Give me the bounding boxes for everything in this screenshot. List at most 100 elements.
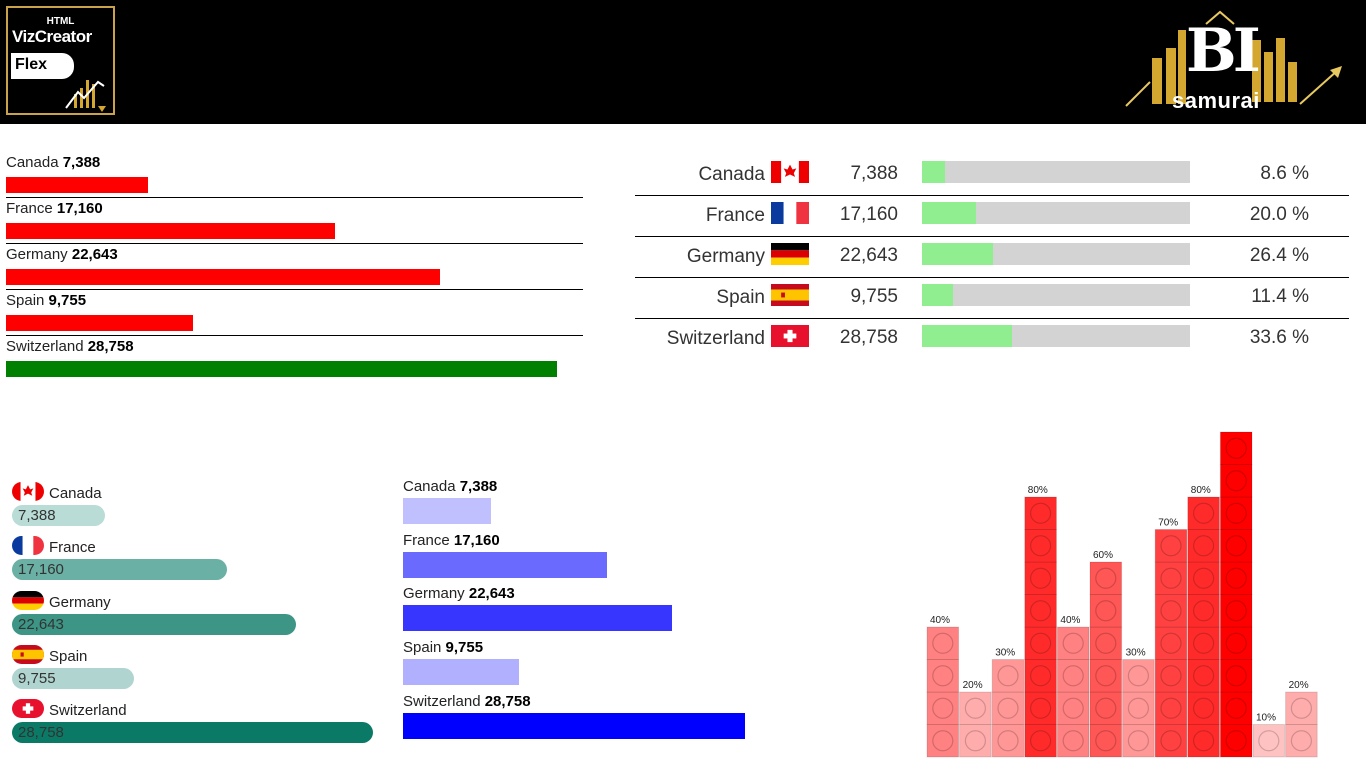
lego-stud (1160, 730, 1182, 752)
data-label: 30% (1126, 648, 1146, 659)
category-label: Germany (6, 246, 72, 263)
value-pill: 17,160 (12, 559, 228, 581)
lego-stud (1095, 730, 1117, 752)
lego-stud (1029, 730, 1052, 752)
flag (12, 699, 44, 719)
lego-stud (1225, 502, 1247, 524)
lego-stud (1193, 600, 1215, 622)
bar-label: Canada 7,388 (6, 154, 100, 171)
lego-stud (1225, 697, 1247, 719)
data-label: 80% (1028, 485, 1048, 496)
flag (12, 590, 44, 610)
percent-cell: 8.6 % (1260, 163, 1309, 184)
progress-track (922, 161, 1190, 183)
value-label: 7,388 (62, 154, 101, 171)
lego-stud (997, 730, 1019, 752)
percent-cell: 33.6 % (1249, 327, 1309, 348)
lego-column (1187, 496, 1220, 758)
lego-stud (1160, 632, 1182, 654)
flag (771, 325, 809, 347)
lego-stud (1062, 632, 1084, 654)
category-label: Spain (403, 639, 446, 657)
lego-stud (1062, 697, 1084, 719)
category-label: France (6, 200, 57, 217)
value-cell: 7,388 (850, 163, 898, 184)
bi-text: BI (1186, 16, 1261, 86)
bar-label: Spain 9,755 (403, 639, 483, 656)
progress-track (922, 202, 1190, 224)
value-pill: 9,755 (12, 667, 135, 689)
lego-stud (1062, 665, 1084, 687)
lego-stud (1160, 600, 1182, 622)
lego-stud (1193, 567, 1215, 589)
lego-stud (1127, 665, 1149, 687)
lego-stud (1225, 632, 1247, 654)
flag (771, 243, 809, 265)
country-name: Canada (698, 164, 765, 185)
value-label: 9,755 (48, 292, 87, 309)
percent-cell: 26.4 % (1249, 245, 1309, 266)
progress-track (922, 284, 1190, 306)
row-divider (635, 277, 1349, 278)
lego-column (1089, 561, 1123, 758)
lego-stud (1193, 665, 1215, 687)
lego-stud (997, 697, 1019, 719)
progress-fill (922, 243, 993, 265)
bar (403, 551, 608, 578)
bar (6, 315, 193, 331)
lego-stud (1225, 535, 1247, 557)
progress-track (922, 243, 1190, 265)
lego-stud (1029, 632, 1052, 654)
lego-stud (1127, 697, 1149, 719)
flag-france-icon (771, 202, 809, 224)
lego-column (1056, 626, 1090, 758)
progress-fill (922, 284, 953, 306)
lego-stud (1160, 665, 1182, 687)
lego-stud (1193, 697, 1215, 719)
lego-stud (1029, 502, 1052, 524)
data-label: 70% (1158, 518, 1178, 529)
value-label: 22,643 (71, 246, 118, 263)
lego-stud (1029, 600, 1052, 622)
value-cell: 28,758 (839, 327, 898, 348)
bar (403, 712, 745, 739)
lego-stud (1193, 502, 1215, 524)
value-label: 22,643 (468, 585, 515, 603)
lego-column (1252, 724, 1286, 758)
progress-track (922, 325, 1190, 347)
value-pill: 28,758 (12, 722, 373, 744)
category-label: Spain (6, 292, 49, 309)
vizcreator-logo: HTML VizCreator Flex (6, 6, 115, 115)
data-label: 40% (1060, 615, 1080, 626)
flag (771, 284, 809, 306)
lego-stud (964, 730, 987, 752)
lego-column (1122, 659, 1155, 758)
data-label: 10% (1256, 713, 1276, 724)
bar (6, 223, 335, 239)
value-cell: 9,755 (850, 286, 898, 307)
lego-stud (1029, 697, 1052, 719)
lego-stud (997, 665, 1019, 687)
value-label: 28,758 (484, 692, 531, 710)
bar-label: Canada 7,388 (403, 478, 497, 495)
lego-column-chart: 40% 20% 30% 80% 40% 60% 30% 70% 80% 10% 20% (926, 431, 1318, 758)
lego-stud (1193, 535, 1215, 557)
bar-label: France 17,160 (6, 200, 103, 217)
lego-stud (1193, 730, 1215, 752)
bar-label: Switzerland 28,758 (403, 693, 531, 710)
value-label: 17,160 (453, 531, 500, 549)
bar (6, 177, 148, 193)
row-divider (635, 318, 1349, 319)
country-name: Germany (49, 593, 111, 611)
lego-stud (1095, 567, 1117, 589)
data-label: 20% (963, 680, 983, 691)
bar-label: Germany 22,643 (403, 585, 515, 602)
data-label: 40% (930, 615, 950, 626)
flag (12, 482, 44, 501)
lego-column (1154, 529, 1188, 758)
bar (403, 659, 519, 686)
data-label: 80% (1191, 485, 1211, 496)
chart-growth-icon (65, 80, 106, 112)
lego-stud (932, 697, 954, 719)
category-label: Canada (403, 478, 460, 495)
